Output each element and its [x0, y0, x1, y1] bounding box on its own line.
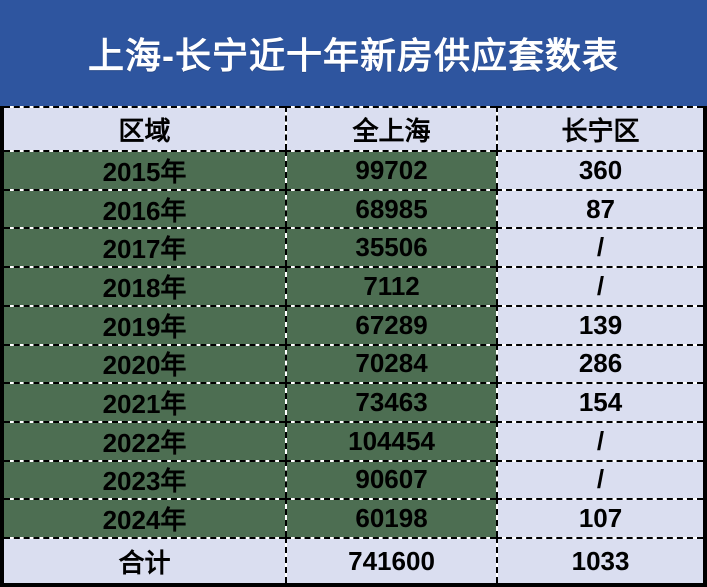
total-changning-cell: 1033: [496, 537, 703, 584]
changning-value-cell: /: [496, 459, 703, 499]
total-shanghai-cell: 741600: [284, 537, 497, 584]
table-row: 2016年 68985 87: [4, 188, 703, 228]
year-cell: 2019年: [4, 304, 285, 344]
table-row: 2021年 73463 154: [4, 382, 703, 421]
shanghai-value-cell: 35506: [284, 227, 497, 267]
table-row: 2023年 90607/: [4, 459, 703, 499]
table-row: 2024年 60198 107: [4, 498, 703, 538]
year-cell: 2020年: [4, 343, 285, 383]
shanghai-value-cell: 60198: [284, 498, 497, 538]
shanghai-value-cell: 67289: [284, 304, 497, 344]
year-cell: 2022年: [4, 420, 285, 460]
shanghai-value-cell: 104454: [284, 420, 497, 460]
shanghai-value-cell: 90607: [284, 459, 497, 499]
column-header-changning: 长宁区: [496, 106, 703, 150]
shanghai-value-cell: 73463: [284, 382, 497, 421]
year-cell: 2023年: [4, 459, 285, 499]
table-total-row: 合计 741600 1033: [4, 537, 703, 584]
changning-value-cell: 154: [496, 382, 703, 421]
shanghai-value-cell: 68985: [284, 188, 497, 228]
total-label-cell: 合计: [4, 537, 285, 584]
year-cell: 2015年: [4, 150, 285, 189]
year-cell: 2017年: [4, 227, 285, 267]
changning-value-cell: 87: [496, 188, 703, 228]
data-table: 区域 全上海 长宁区 2015年 99702 360 2016年 68985 87 2017…: [0, 106, 707, 587]
changning-value-cell: /: [496, 420, 703, 460]
page-title: 上海-长宁近十年新房供应套数表: [88, 35, 619, 76]
shanghai-value-cell: 99702: [284, 150, 497, 189]
year-cell: 2021年: [4, 382, 285, 421]
year-cell: 2018年: [4, 266, 285, 305]
changning-value-cell: 139: [496, 304, 703, 344]
table-header-row: 区域 全上海 长宁区: [4, 106, 703, 150]
shanghai-value-cell: 7112: [284, 266, 497, 305]
year-cell: 2016年: [4, 188, 285, 228]
shanghai-value-cell: 70284: [284, 343, 497, 383]
changning-value-cell: /: [496, 227, 703, 267]
changning-value-cell: 107: [496, 498, 703, 538]
column-header-shanghai: 全上海: [284, 106, 497, 150]
table-row: 2017年 35506/: [4, 227, 703, 267]
changning-value-cell: /: [496, 266, 703, 305]
title-banner: 上海-长宁近十年新房供应套数表: [0, 0, 707, 106]
table-row: 2018年 7112/: [4, 266, 703, 305]
table-row: 2022年 104454/: [4, 420, 703, 460]
table-row: 2020年 70284 286: [4, 343, 703, 383]
table-row: 2019年 67289 139: [4, 304, 703, 344]
table-row: 2015年 99702 360: [4, 150, 703, 189]
column-header-region: 区域: [4, 106, 285, 150]
changning-value-cell: 286: [496, 343, 703, 383]
year-cell: 2024年: [4, 498, 285, 538]
changning-value-cell: 360: [496, 150, 703, 189]
